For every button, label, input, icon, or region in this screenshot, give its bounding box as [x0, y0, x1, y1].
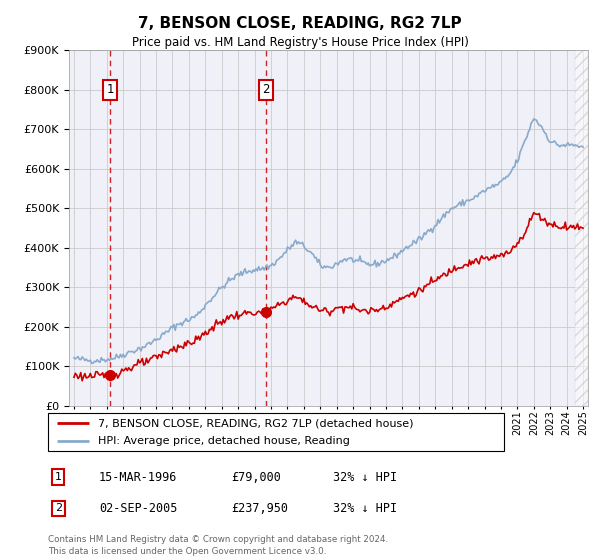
- Text: 2: 2: [55, 503, 62, 514]
- Bar: [575, 50, 588, 406]
- Text: £79,000: £79,000: [231, 470, 281, 484]
- Text: 32% ↓ HPI: 32% ↓ HPI: [333, 502, 397, 515]
- Text: £237,950: £237,950: [231, 502, 288, 515]
- Text: 32% ↓ HPI: 32% ↓ HPI: [333, 470, 397, 484]
- Text: 1: 1: [106, 83, 114, 96]
- Text: 02-SEP-2005: 02-SEP-2005: [99, 502, 178, 515]
- Text: HPI: Average price, detached house, Reading: HPI: Average price, detached house, Read…: [98, 436, 350, 446]
- Text: 15-MAR-1996: 15-MAR-1996: [99, 470, 178, 484]
- Text: 1: 1: [55, 472, 62, 482]
- Text: 2: 2: [262, 83, 269, 96]
- Text: 7, BENSON CLOSE, READING, RG2 7LP (detached house): 7, BENSON CLOSE, READING, RG2 7LP (detac…: [98, 418, 413, 428]
- Text: 7, BENSON CLOSE, READING, RG2 7LP: 7, BENSON CLOSE, READING, RG2 7LP: [138, 16, 462, 31]
- Text: Price paid vs. HM Land Registry's House Price Index (HPI): Price paid vs. HM Land Registry's House …: [131, 36, 469, 49]
- Text: Contains HM Land Registry data © Crown copyright and database right 2024.
This d: Contains HM Land Registry data © Crown c…: [48, 535, 388, 556]
